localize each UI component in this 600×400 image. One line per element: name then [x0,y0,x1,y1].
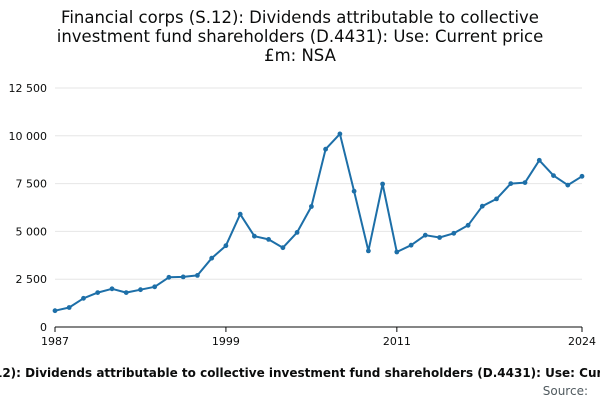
data-point-1999 [223,243,229,249]
data-point-1998 [209,255,215,261]
data-point-1995 [166,274,172,280]
data-point-1990 [95,290,101,295]
data-point-2024 [579,173,585,179]
x-tick-label: 1999 [212,335,240,348]
data-point-2010 [380,181,385,187]
data-point-2017 [479,203,485,209]
y-tick-label: 2 500 [16,273,48,286]
data-point-2009 [366,248,371,254]
data-point-2004 [294,230,300,235]
x-tick-label: 1987 [41,335,69,348]
data-point-2018 [494,196,499,202]
data-point-2016 [465,222,471,228]
data-point-2006 [323,146,328,152]
data-point-2020 [522,180,528,186]
data-point-1993 [138,287,143,293]
data-point-2013 [422,232,428,238]
chart-title-line-2: investment fund shareholders (D.4431): U… [56,27,544,46]
y-tick-label: 12 500 [9,82,48,95]
data-point-2011 [394,249,400,255]
series-caption-text: Financial corps (S.12): Dividends attrib… [0,366,600,380]
y-tick-label: 7 500 [16,178,48,191]
x-tick-label: 2024 [568,335,596,348]
source-label: Source: [542,384,588,398]
series-line [54,132,583,312]
data-point-1988 [66,305,72,310]
data-point-2021 [536,157,542,163]
x-tick-label: 2011 [383,335,411,348]
data-point-2000 [237,211,243,217]
chart-title-line-3: £m: NSA [264,46,336,65]
data-point-2002 [266,237,271,242]
chart-title: Financial corps (S.12): Dividends attrib… [0,8,600,65]
data-point-1996 [180,274,186,280]
data-point-2012 [408,242,414,248]
data-point-1992 [123,290,129,295]
data-point-1994 [152,284,158,290]
data-point-1989 [81,295,86,301]
data-point-2005 [309,204,314,209]
series-caption: Financial corps (S.12): Dividends attrib… [0,366,600,382]
data-point-2007 [337,131,343,137]
data-point-1987 [52,308,58,314]
y-tick-label: 5 000 [16,225,48,238]
data-point-2023 [565,182,571,188]
data-point-2003 [280,245,286,251]
data-point-2008 [351,188,357,194]
data-point-1997 [195,273,200,278]
data-point-2001 [252,233,257,239]
data-point-2014 [437,235,442,240]
data-point-2022 [551,173,556,179]
y-tick-label: 10 000 [9,130,48,143]
data-point-1991 [109,286,115,292]
data-point-2015 [451,230,457,236]
y-tick-label: 0 [40,321,47,334]
data-point-2019 [508,181,514,187]
chart-title-line-1: Financial corps (S.12): Dividends attrib… [61,8,539,27]
